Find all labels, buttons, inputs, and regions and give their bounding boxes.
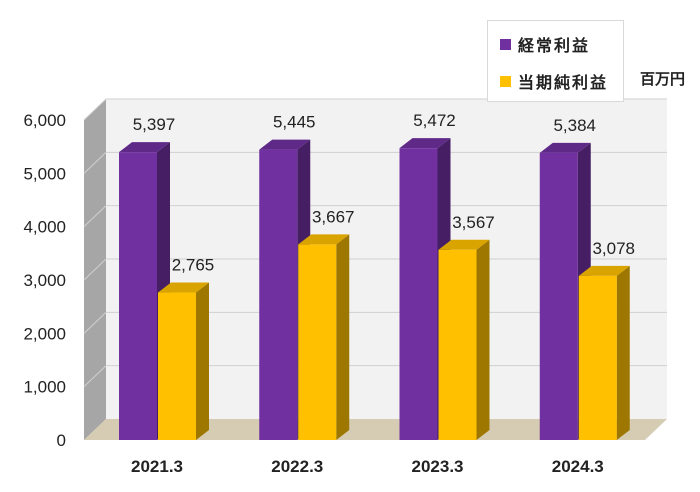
y-tick-label: 6,000 (23, 111, 66, 130)
bar (539, 152, 578, 440)
y-axis-ticks: 0 1,000 2,000 3,000 4,000 5,000 6,000 (23, 111, 66, 450)
y-tick-label: 2,000 (23, 324, 66, 343)
legend-item-series-0: 経常利益 (500, 32, 590, 56)
data-label: 3,078 (592, 239, 635, 258)
data-label: 5,445 (273, 113, 316, 132)
gridline-side (83, 151, 107, 174)
bar-top (119, 142, 170, 153)
gridline-side (83, 365, 107, 388)
legend-item-series-1: 当期純利益 (500, 69, 608, 93)
bar (578, 275, 617, 440)
bar-side (476, 239, 490, 440)
chart-bars (119, 138, 630, 440)
y-tick-label: 5,000 (23, 164, 66, 183)
x-category-label: 2023.3 (412, 457, 464, 476)
bar-top (578, 265, 630, 276)
data-label: 2,765 (172, 256, 215, 275)
bar-top (539, 142, 591, 153)
bar (399, 148, 438, 440)
bar-top (399, 138, 451, 149)
data-labels: 5,397 2,765 5,445 3,667 5,472 3,567 5,384 3,078 (133, 111, 635, 274)
data-label: 3,667 (312, 207, 355, 226)
bar-side (196, 282, 209, 440)
legend-swatch-series-0 (500, 38, 511, 50)
y-tick-label: 4,000 (23, 218, 66, 237)
gridline-side (83, 205, 107, 228)
bar-top (298, 234, 350, 245)
chart-legend: 経常利益 当期純利益 (487, 20, 624, 102)
data-label: 5,397 (133, 115, 176, 134)
gridline-side (83, 258, 107, 281)
x-axis-categories: 2021.3 2022.3 2023.3 2024.3 (131, 457, 604, 476)
legend-label-series-1: 当期純利益 (518, 73, 609, 92)
bar (298, 244, 337, 440)
bar (119, 152, 157, 440)
bar (438, 249, 477, 440)
legend-swatch-series-1 (500, 75, 511, 87)
bar (158, 292, 196, 440)
floor (84, 419, 667, 440)
y-tick-label: 0 (57, 431, 66, 450)
gridline-side (83, 98, 107, 121)
gridline-side (83, 311, 107, 334)
bar-side (336, 234, 350, 440)
bar (259, 149, 298, 440)
data-label: 3,567 (452, 213, 495, 232)
y-tick-label: 1,000 (23, 378, 66, 397)
bar-top (438, 239, 490, 250)
bar-top (259, 139, 311, 150)
legend-label-series-0: 経常利益 (518, 36, 591, 55)
y-tick-label: 3,000 (23, 271, 66, 290)
x-category-label: 2024.3 (552, 457, 604, 476)
x-category-label: 2021.3 (131, 457, 183, 476)
unit-label: 百万円 (640, 70, 686, 88)
data-label: 5,384 (553, 116, 596, 135)
bar-side (616, 265, 630, 440)
x-category-label: 2022.3 (271, 457, 323, 476)
bar-top (158, 282, 209, 293)
data-label: 5,472 (413, 111, 456, 130)
